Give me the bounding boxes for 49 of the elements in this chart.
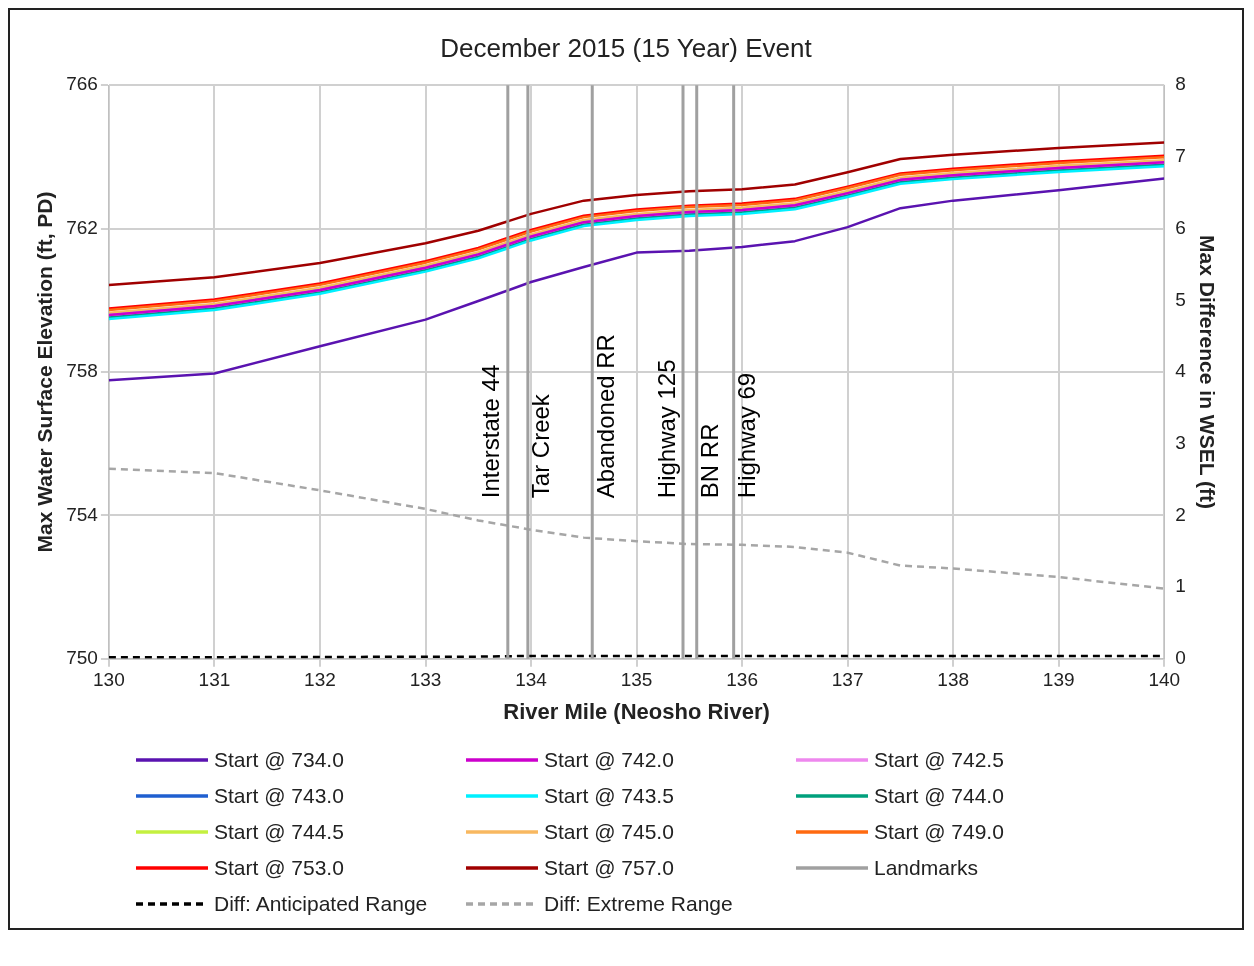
x-tick-label: 136	[726, 669, 758, 691]
x-tick-label: 134	[515, 669, 548, 691]
legend-label: Diff: Anticipated Range	[214, 892, 428, 916]
y2-tick-label: 5	[1175, 288, 1186, 310]
legend-label: Start @ 749.0	[874, 820, 1004, 844]
chart-title: December 2015 (15 Year) Event	[440, 32, 813, 63]
x-axis-title: River Mile (Neosho River)	[503, 698, 770, 724]
ref-line-label: BN RR	[696, 423, 724, 499]
legend-label: Start @ 745.0	[544, 820, 674, 844]
y2-tick-label: 2	[1175, 503, 1186, 525]
x-tick-label: 140	[1148, 669, 1181, 691]
x-tick-label: 130	[93, 669, 125, 691]
y-axis-title: Max Water Surface Elevation (ft, PD)	[33, 191, 57, 553]
legend-label: Start @ 743.0	[214, 784, 344, 808]
y2-tick-label: 4	[1175, 360, 1187, 382]
ref-line-label: Interstate 44	[477, 364, 505, 499]
y2-tick-label: 0	[1175, 647, 1186, 669]
x-tick-label: 138	[937, 669, 970, 691]
ref-line-label: Tar Creek	[527, 393, 555, 499]
y-tick-label: 754	[66, 503, 99, 525]
y2-tick-label: 8	[1175, 73, 1186, 95]
x-tick-label: 137	[831, 669, 864, 691]
legend-label: Start @ 734.0	[214, 748, 344, 772]
legend-label: Start @ 757.0	[544, 856, 674, 880]
legend-label: Start @ 742.0	[544, 748, 674, 772]
x-tick-label: 135	[620, 669, 653, 691]
ref-line-label: Highway 125	[652, 359, 680, 499]
x-tick-label: 131	[198, 669, 231, 691]
ref-line-label: Abandoned RR	[591, 334, 619, 499]
y-tick-label: 762	[66, 216, 98, 238]
y2-tick-label: 6	[1175, 216, 1186, 238]
legend-label: Start @ 742.5	[874, 748, 1004, 772]
y-tick-label: 750	[66, 647, 98, 669]
legend-label: Start @ 744.5	[214, 820, 344, 844]
y2-tick-label: 3	[1175, 431, 1186, 453]
y2-tick-label: 1	[1175, 575, 1186, 597]
ref-line-label: Highway 69	[733, 372, 761, 499]
y2-tick-label: 7	[1175, 145, 1186, 167]
y-tick-label: 766	[66, 73, 98, 95]
x-tick-label: 139	[1042, 669, 1075, 691]
y2-axis-title: Max Difference in WSEL (ft)	[1195, 235, 1219, 509]
legend-label: Diff: Extreme Range	[544, 892, 733, 916]
text: Landmarks	[874, 856, 978, 880]
legend-label: Start @ 743.5	[544, 784, 674, 808]
x-tick-label: 132	[304, 669, 336, 691]
y-tick-label: 758	[66, 360, 98, 382]
x-tick-label: 133	[409, 669, 442, 691]
legend-label: Start @ 753.0	[214, 856, 344, 880]
legend-label: Start @ 744.0	[874, 784, 1004, 808]
